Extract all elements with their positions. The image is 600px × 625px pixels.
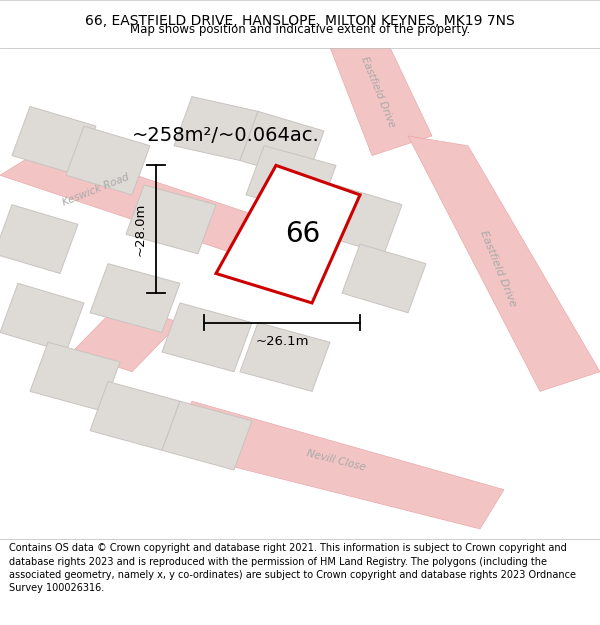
Polygon shape <box>90 264 180 332</box>
Polygon shape <box>216 166 360 303</box>
Text: 66: 66 <box>286 220 320 248</box>
Polygon shape <box>168 401 504 529</box>
Polygon shape <box>30 342 120 411</box>
Polygon shape <box>126 185 216 254</box>
Text: 66, EASTFIELD DRIVE, HANSLOPE, MILTON KEYNES, MK19 7NS: 66, EASTFIELD DRIVE, HANSLOPE, MILTON KE… <box>85 14 515 28</box>
Text: Contains OS data © Crown copyright and database right 2021. This information is : Contains OS data © Crown copyright and d… <box>9 544 576 593</box>
Text: Map shows position and indicative extent of the property.: Map shows position and indicative extent… <box>130 22 470 36</box>
Polygon shape <box>162 401 252 470</box>
Polygon shape <box>72 303 180 372</box>
Polygon shape <box>174 97 258 161</box>
Polygon shape <box>0 146 312 264</box>
Text: Eastfield Drive: Eastfield Drive <box>359 55 397 129</box>
Polygon shape <box>90 381 180 451</box>
Polygon shape <box>408 136 600 391</box>
Text: Eastfield Drive: Eastfield Drive <box>478 229 518 308</box>
Text: ~258m²/~0.064ac.: ~258m²/~0.064ac. <box>132 126 320 146</box>
Polygon shape <box>342 244 426 312</box>
Polygon shape <box>240 111 324 180</box>
Text: Keswick Road: Keswick Road <box>61 172 131 208</box>
Text: ~26.1m: ~26.1m <box>255 335 309 348</box>
Polygon shape <box>66 126 150 195</box>
Polygon shape <box>318 185 402 254</box>
Text: Nevill Close: Nevill Close <box>305 448 367 472</box>
Polygon shape <box>0 205 78 274</box>
Polygon shape <box>162 303 252 372</box>
Polygon shape <box>330 48 432 156</box>
Polygon shape <box>0 283 84 352</box>
Text: ~28.0m: ~28.0m <box>134 202 147 256</box>
Polygon shape <box>12 106 96 175</box>
Polygon shape <box>246 146 336 214</box>
Polygon shape <box>240 322 330 391</box>
